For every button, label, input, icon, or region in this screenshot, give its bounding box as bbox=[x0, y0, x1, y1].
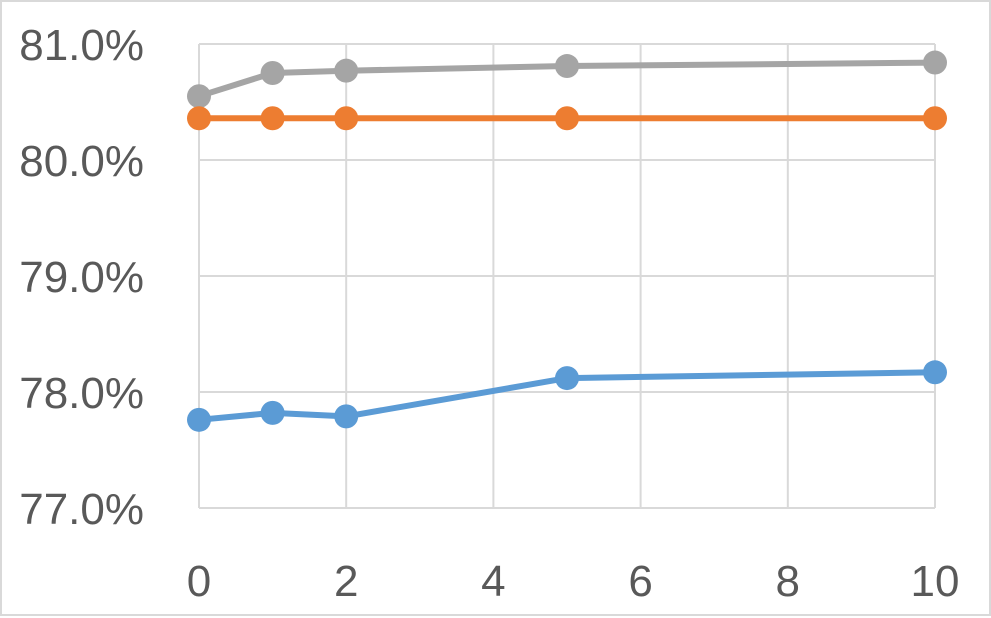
x-tick-label: 8 bbox=[776, 557, 800, 606]
data-point bbox=[187, 106, 211, 131]
series-3 bbox=[187, 360, 947, 432]
y-tick-label: 81.0% bbox=[19, 21, 144, 70]
x-tick-label: 0 bbox=[187, 557, 211, 606]
data-point bbox=[923, 50, 947, 75]
data-point bbox=[187, 407, 211, 432]
data-point bbox=[555, 366, 579, 391]
y-tick-label: 79.0% bbox=[19, 253, 144, 302]
data-point bbox=[260, 61, 285, 85]
data-point bbox=[187, 84, 211, 109]
series-group bbox=[187, 50, 947, 432]
data-point bbox=[923, 106, 947, 131]
x-tick-label: 4 bbox=[481, 557, 505, 606]
data-point bbox=[555, 54, 579, 79]
series-1 bbox=[187, 50, 947, 109]
data-point bbox=[260, 106, 285, 131]
x-tick-label: 6 bbox=[628, 557, 652, 606]
y-tick-label: 77.0% bbox=[19, 485, 144, 534]
data-point bbox=[334, 404, 359, 429]
x-tick-label: 10 bbox=[911, 557, 960, 606]
x-tick-label: 2 bbox=[334, 557, 358, 606]
data-point bbox=[555, 106, 579, 131]
data-point bbox=[923, 360, 947, 385]
tick-labels: 77.0% 78.0% 79.0% 80.0% 81.0% 0 2 4 6 8 10 bbox=[19, 21, 959, 606]
data-point bbox=[260, 400, 285, 425]
y-tick-label: 80.0% bbox=[19, 137, 144, 186]
data-point bbox=[334, 106, 359, 131]
y-tick-label: 78.0% bbox=[19, 369, 144, 418]
series-2 bbox=[187, 106, 947, 131]
data-point bbox=[334, 58, 359, 83]
